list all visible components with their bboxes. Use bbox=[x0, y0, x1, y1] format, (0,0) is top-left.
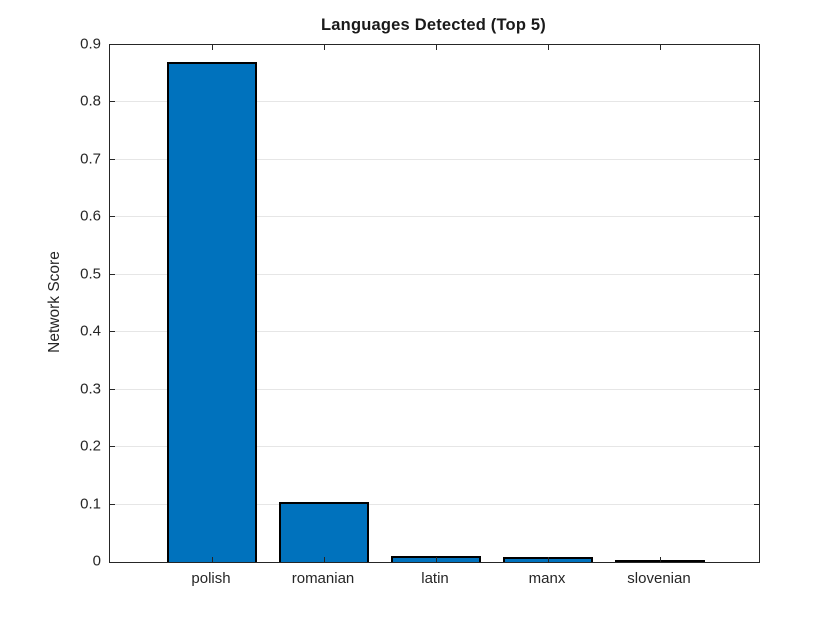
y-tick-mark-right bbox=[754, 331, 759, 332]
x-tick-mark-top bbox=[548, 45, 549, 50]
y-gridline bbox=[110, 389, 759, 390]
x-tick-label-polish: polish bbox=[191, 570, 231, 587]
y-gridline bbox=[110, 101, 759, 102]
y-gridline bbox=[110, 159, 759, 160]
plot-area bbox=[109, 44, 760, 563]
x-tick-mark-bottom bbox=[660, 557, 661, 562]
y-tick-mark-right bbox=[754, 274, 759, 275]
x-tick-mark-top bbox=[436, 45, 437, 50]
x-tick-mark-top bbox=[660, 45, 661, 50]
y-gridline bbox=[110, 216, 759, 217]
y-tick-mark-left bbox=[110, 331, 115, 332]
y-tick-mark-right bbox=[754, 159, 759, 160]
y-tick-label: 0.5 bbox=[80, 265, 101, 283]
y-gridline bbox=[110, 504, 759, 505]
y-tick-mark-left bbox=[110, 216, 115, 217]
x-tick-mark-top bbox=[324, 45, 325, 50]
x-tick-label-slovenian: slovenian bbox=[627, 570, 691, 587]
y-tick-mark-right bbox=[754, 101, 759, 102]
y-tick-label: 0.3 bbox=[80, 380, 101, 398]
x-tick-label-latin: latin bbox=[421, 570, 449, 587]
x-tick-mark-top bbox=[212, 45, 213, 50]
y-tick-mark-left bbox=[110, 389, 115, 390]
y-axis-tick-labels: 0 0.1 0.2 0.3 0.4 0.5 0.6 0.7 0.8 0.9 bbox=[0, 37, 101, 569]
y-gridline bbox=[110, 274, 759, 275]
x-tick-mark-bottom bbox=[436, 557, 437, 562]
chart-title: Languages Detected (Top 5) bbox=[321, 16, 546, 34]
x-axis-tick-labels: polish romanian latin manx slovenian bbox=[109, 570, 758, 592]
x-tick-mark-bottom bbox=[548, 557, 549, 562]
y-tick-label: 0.8 bbox=[80, 92, 101, 110]
y-tick-mark-left bbox=[110, 274, 115, 275]
y-tick-mark-right bbox=[754, 504, 759, 505]
y-tick-mark-left bbox=[110, 504, 115, 505]
y-tick-mark-left bbox=[110, 101, 115, 102]
x-tick-label-manx: manx bbox=[528, 570, 566, 587]
y-tick-mark-right bbox=[754, 446, 759, 447]
y-tick-mark-left bbox=[110, 446, 115, 447]
y-tick-label: 0.7 bbox=[80, 150, 101, 168]
x-tick-mark-bottom bbox=[324, 557, 325, 562]
y-tick-label: 0.1 bbox=[80, 495, 101, 513]
x-tick-label-romanian: romanian bbox=[291, 570, 355, 587]
bar-polish bbox=[167, 62, 257, 562]
y-tick-mark-right bbox=[754, 216, 759, 217]
y-tick-label: 0 bbox=[92, 552, 101, 570]
y-tick-label: 0.2 bbox=[80, 437, 101, 455]
bar-romanian bbox=[279, 502, 369, 562]
y-tick-label: 0.6 bbox=[80, 207, 101, 225]
y-gridline bbox=[110, 446, 759, 447]
y-tick-mark-left bbox=[110, 159, 115, 160]
y-gridline bbox=[110, 331, 759, 332]
y-tick-label: 0.9 bbox=[80, 35, 101, 53]
y-tick-mark-right bbox=[754, 389, 759, 390]
y-tick-label: 0.4 bbox=[80, 322, 101, 340]
x-tick-mark-bottom bbox=[212, 557, 213, 562]
